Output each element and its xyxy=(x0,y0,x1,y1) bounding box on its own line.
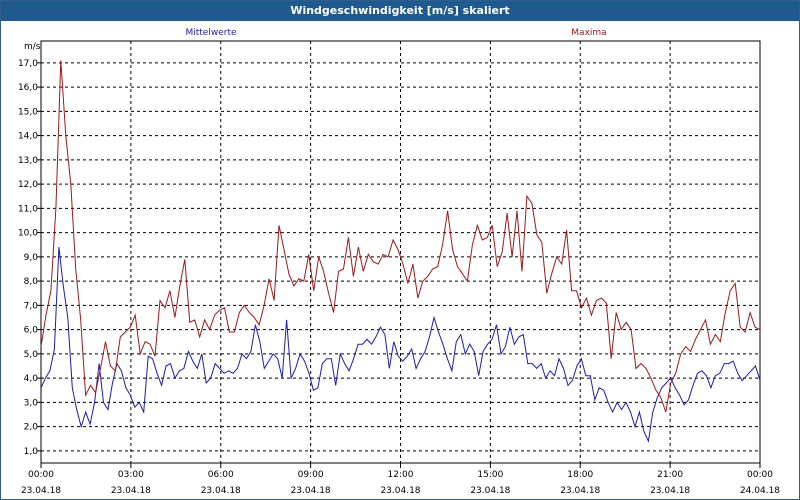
y-tick-label: 2,0 xyxy=(24,423,39,433)
series-line-maxima xyxy=(40,60,761,413)
y-tick-label: 11,0 xyxy=(18,204,38,214)
y-axis-label: m/s xyxy=(24,42,41,52)
x-tick-time: 00:00 xyxy=(747,470,773,480)
x-tick-date: 24.04.18 xyxy=(740,486,780,496)
y-tick-label: 3,0 xyxy=(24,398,39,408)
y-tick-label: 14,0 xyxy=(18,132,38,142)
y-tick-label: 8,0 xyxy=(24,277,39,287)
series-line-mittelwerte xyxy=(40,247,761,443)
x-tick-time: 09:00 xyxy=(298,470,324,480)
y-tick-label: 10,0 xyxy=(18,229,38,239)
y-tick-label: 5,0 xyxy=(24,350,39,360)
x-tick-time: 15:00 xyxy=(477,470,503,480)
x-tick-date: 23.04.18 xyxy=(650,486,690,496)
y-tick-label: 17,0 xyxy=(18,59,38,69)
y-tick-label: 16,0 xyxy=(18,83,38,93)
chart-area: m/s Mittelwerte Maxima 1,0 2,0 3,0 4,0 5,0 6,… xyxy=(18,28,780,496)
x-tick-date: 23.04.18 xyxy=(291,486,331,496)
y-tick-label: 6,0 xyxy=(24,326,39,336)
legend-mittelwerte: Mittelwerte xyxy=(185,28,236,38)
x-tick-date: 23.04.18 xyxy=(111,486,151,496)
y-tick-label: 1,0 xyxy=(24,447,39,457)
x-tick-time: 00:00 xyxy=(28,470,54,480)
x-tick-time: 12:00 xyxy=(388,470,414,480)
y-tick-label: 15,0 xyxy=(18,107,38,117)
y-tick-label: 7,0 xyxy=(24,301,39,311)
window-title: Windgeschwindigkeit [m/s] skaliert xyxy=(1,1,799,21)
x-tick-date: 23.04.18 xyxy=(201,486,241,496)
y-tick-label: 4,0 xyxy=(24,374,39,384)
x-tick-time: 06:00 xyxy=(208,470,234,480)
x-tick-time: 03:00 xyxy=(118,470,144,480)
y-tick-label: 13,0 xyxy=(18,156,38,166)
y-tick-label: 12,0 xyxy=(18,180,38,190)
x-tick-date: 23.04.18 xyxy=(560,486,600,496)
legend-maxima: Maxima xyxy=(571,28,606,38)
x-tick-date: 23.04.18 xyxy=(380,486,420,496)
x-tick-time: 18:00 xyxy=(567,470,593,480)
x-tick-time: 21:00 xyxy=(657,470,683,480)
x-tick-date: 23.04.18 xyxy=(470,486,510,496)
y-tick-label: 9,0 xyxy=(24,253,39,263)
plot-frame xyxy=(40,40,761,464)
x-tick-date: 23.04.18 xyxy=(21,486,61,496)
